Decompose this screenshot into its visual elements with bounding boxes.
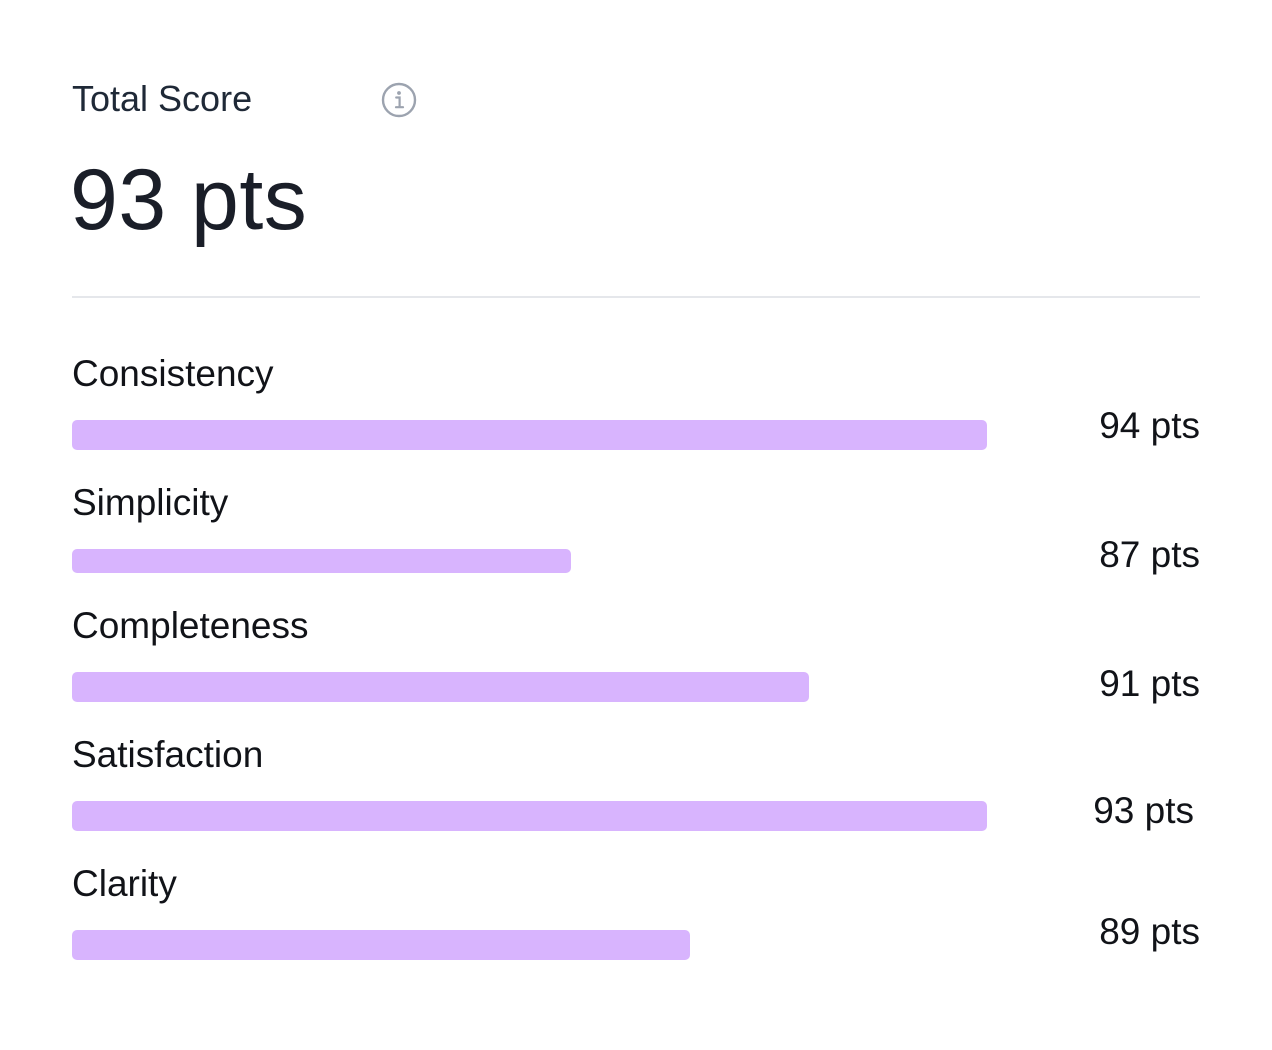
metric-bar: [72, 549, 572, 573]
total-score-value: 93 pts: [70, 152, 308, 248]
metric-row-consistency: Consistency 94 pts: [72, 352, 1200, 462]
metric-track: [72, 549, 987, 573]
total-score-label: Total Score: [72, 78, 253, 119]
metric-bar: [72, 801, 987, 831]
metric-row-clarity: Clarity 89 pts: [72, 862, 1200, 972]
metric-bar: [72, 672, 809, 702]
metric-track: [72, 672, 987, 702]
metric-label: Simplicity: [72, 482, 229, 523]
info-icon[interactable]: [381, 82, 417, 118]
metric-bar: [72, 930, 690, 960]
score-header: Total Score 93 pts: [70, 78, 1200, 278]
metric-track: [72, 801, 987, 831]
metric-value: 87 pts: [1099, 534, 1200, 575]
metric-value: 93 pts: [1093, 790, 1194, 831]
divider: [72, 296, 1200, 298]
metric-value: 94 pts: [1099, 405, 1200, 446]
metric-label: Completeness: [72, 605, 309, 646]
metric-bar: [72, 420, 987, 450]
score-card: Total Score 93 pts Consistency 94 pts Si…: [70, 0, 1200, 1050]
metric-track: [72, 930, 987, 960]
metric-value: 89 pts: [1099, 911, 1200, 952]
metric-track: [72, 420, 987, 450]
metric-label: Satisfaction: [72, 734, 264, 775]
metric-row-completeness: Completeness 91 pts: [72, 604, 1200, 714]
metric-label: Consistency: [72, 353, 274, 394]
metric-value: 91 pts: [1099, 663, 1200, 704]
metric-label: Clarity: [72, 863, 177, 904]
metric-row-simplicity: Simplicity 87 pts: [72, 481, 1200, 591]
metric-row-satisfaction: Satisfaction 93 pts: [72, 733, 1200, 843]
